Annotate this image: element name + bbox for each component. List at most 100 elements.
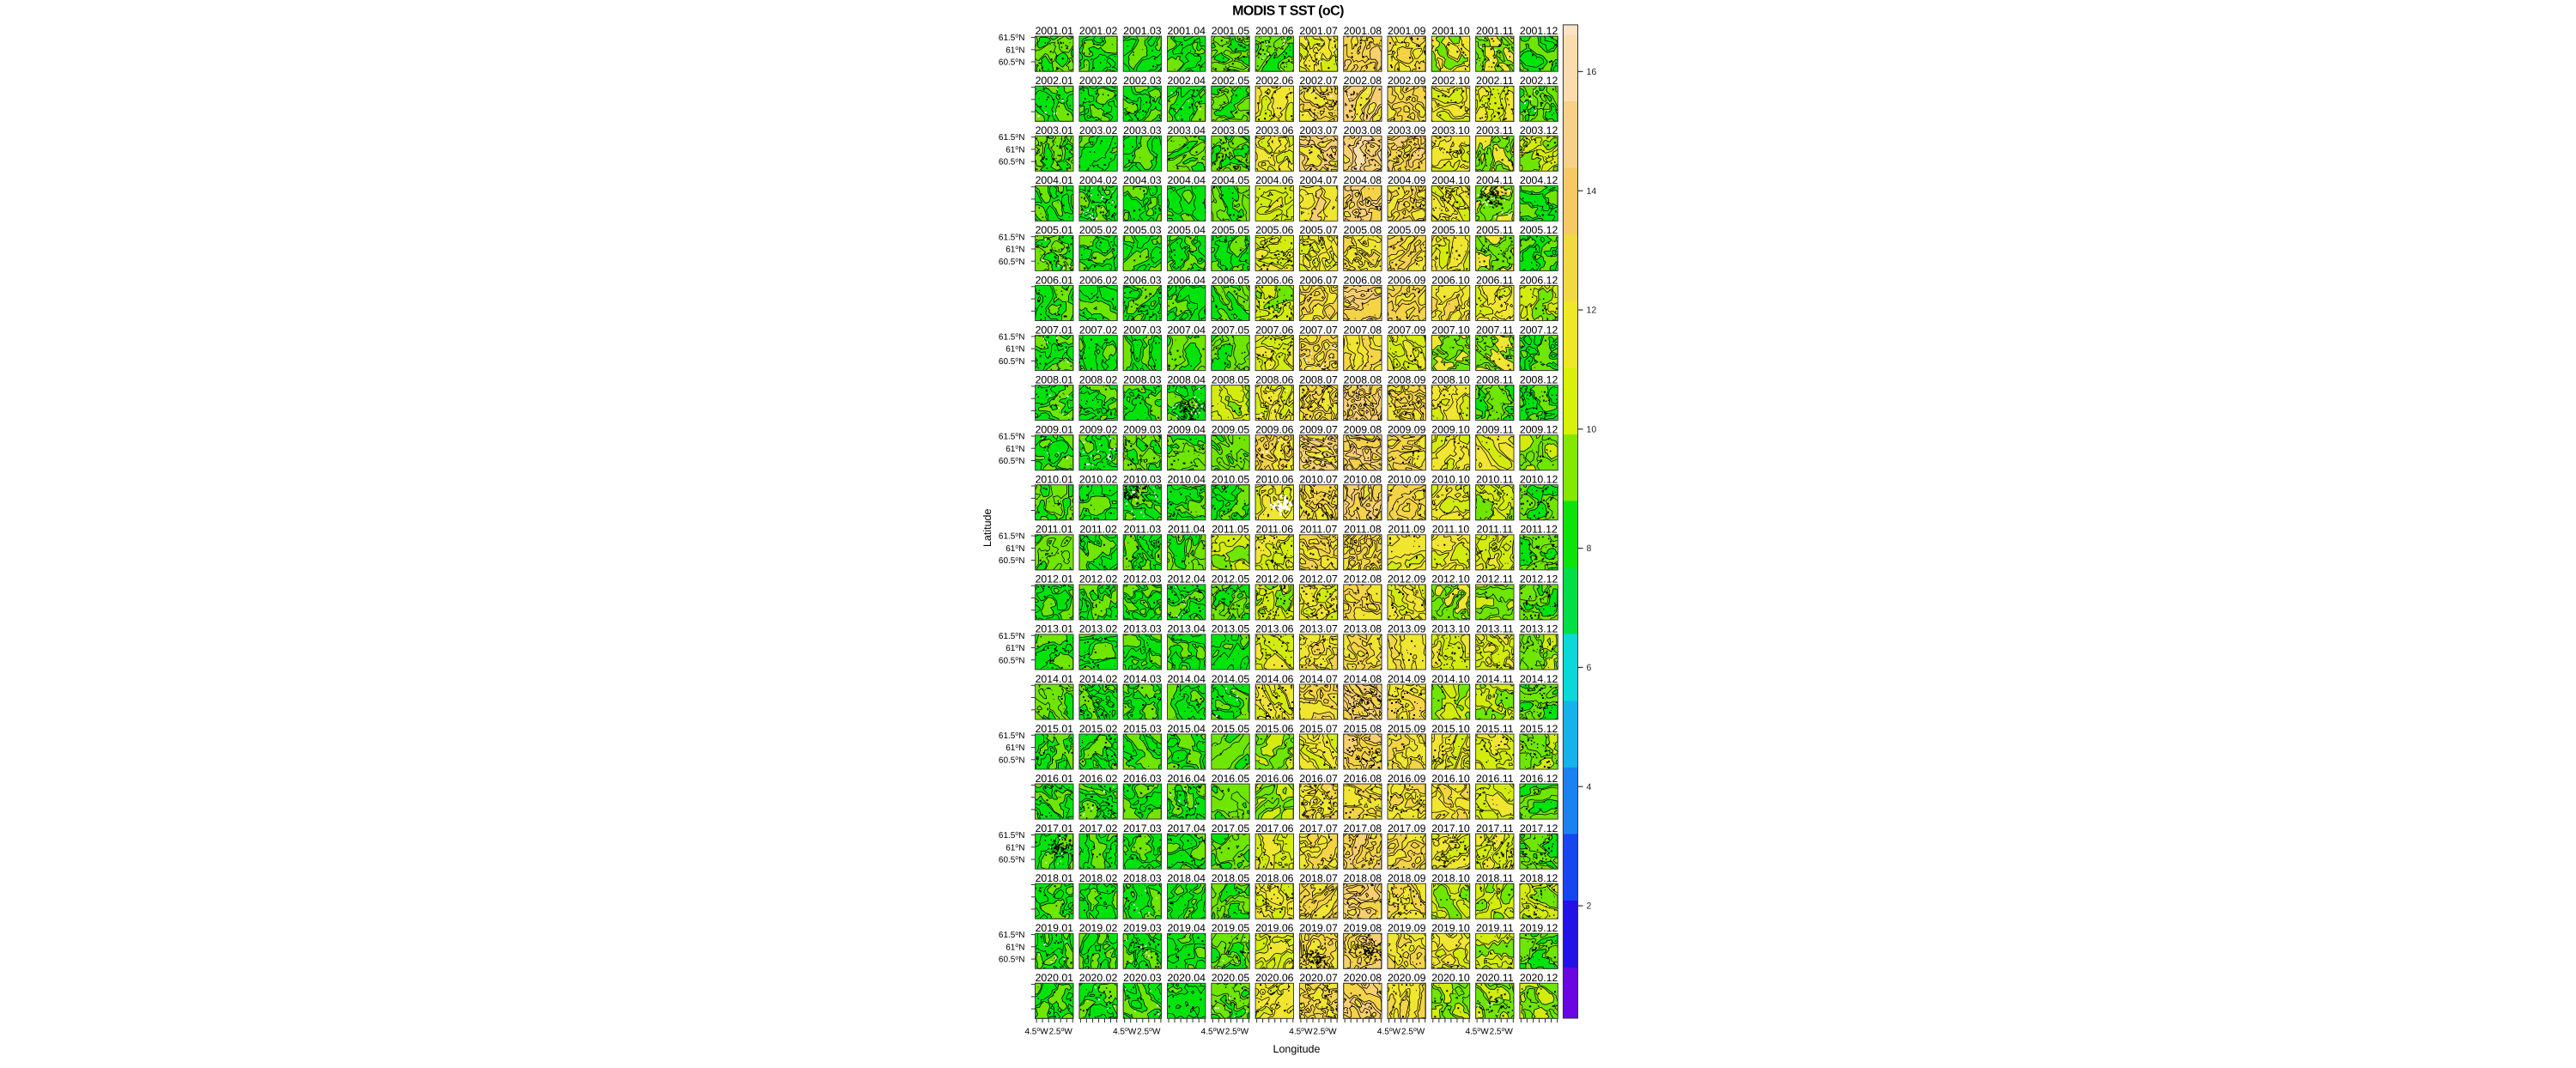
svg-text:2016.09: 2016.09 <box>1388 773 1426 785</box>
svg-text:2018.04: 2018.04 <box>1167 872 1206 884</box>
svg-text:2008.10: 2008.10 <box>1431 373 1470 385</box>
svg-text:2007.02: 2007.02 <box>1079 324 1118 336</box>
svg-text:2015.02: 2015.02 <box>1079 723 1118 735</box>
svg-text:2014.06: 2014.06 <box>1255 673 1294 685</box>
svg-text:2006.09: 2006.09 <box>1388 274 1426 286</box>
svg-text:2001.12: 2001.12 <box>1520 25 1558 37</box>
svg-text:2010.01: 2010.01 <box>1036 474 1074 486</box>
svg-text:2003.03: 2003.03 <box>1123 124 1162 137</box>
svg-text:2017.03: 2017.03 <box>1123 822 1162 834</box>
svg-text:2001.10: 2001.10 <box>1431 25 1470 37</box>
svg-text:2004.05: 2004.05 <box>1212 174 1250 186</box>
svg-text:2003.11: 2003.11 <box>1476 124 1514 137</box>
svg-text:2013.01: 2013.01 <box>1036 623 1074 635</box>
svg-text:2017.05: 2017.05 <box>1212 822 1250 834</box>
svg-text:2002.02: 2002.02 <box>1079 75 1118 87</box>
svg-text:61oN: 61oN <box>1005 444 1024 453</box>
svg-text:2002.12: 2002.12 <box>1520 75 1558 87</box>
svg-text:2009.07: 2009.07 <box>1299 424 1338 436</box>
svg-text:2.5oW: 2.5oW <box>1313 1027 1337 1036</box>
svg-text:2015.03: 2015.03 <box>1123 723 1162 735</box>
svg-text:2007.05: 2007.05 <box>1212 324 1250 336</box>
svg-text:2007.01: 2007.01 <box>1036 324 1074 336</box>
svg-text:2008.04: 2008.04 <box>1167 373 1206 385</box>
svg-text:2012.11: 2012.11 <box>1476 573 1514 586</box>
svg-text:4.5oW: 4.5oW <box>1377 1027 1401 1036</box>
svg-text:Latitude: Latitude <box>981 509 993 548</box>
svg-text:2018.06: 2018.06 <box>1255 872 1294 884</box>
svg-text:2009.08: 2009.08 <box>1344 424 1382 436</box>
svg-text:2011.09: 2011.09 <box>1388 524 1425 536</box>
svg-text:2002.01: 2002.01 <box>1036 75 1074 87</box>
svg-text:2004.08: 2004.08 <box>1344 174 1382 186</box>
svg-text:61.5oN: 61.5oN <box>999 631 1025 640</box>
svg-text:2002.11: 2002.11 <box>1476 75 1514 87</box>
svg-text:61oN: 61oN <box>1005 145 1024 155</box>
svg-text:2004.11: 2004.11 <box>1476 174 1514 186</box>
svg-text:2001.06: 2001.06 <box>1255 25 1294 37</box>
svg-text:2019.05: 2019.05 <box>1212 922 1250 934</box>
svg-text:2012.10: 2012.10 <box>1431 573 1470 586</box>
svg-text:2006.08: 2006.08 <box>1344 274 1382 286</box>
svg-text:2019.02: 2019.02 <box>1079 922 1118 934</box>
svg-text:2019.10: 2019.10 <box>1431 922 1470 934</box>
svg-text:61oN: 61oN <box>1005 245 1024 254</box>
svg-text:2002.08: 2002.08 <box>1344 75 1382 87</box>
svg-text:2014.02: 2014.02 <box>1079 673 1118 685</box>
svg-text:2016.03: 2016.03 <box>1123 773 1162 785</box>
svg-text:2008.08: 2008.08 <box>1344 373 1382 385</box>
svg-text:2020.02: 2020.02 <box>1079 972 1118 984</box>
svg-text:2020.06: 2020.06 <box>1255 972 1294 984</box>
svg-text:2011.10: 2011.10 <box>1432 524 1470 536</box>
svg-text:2003.12: 2003.12 <box>1520 124 1558 137</box>
svg-text:2003.10: 2003.10 <box>1431 124 1470 137</box>
svg-text:2009.10: 2009.10 <box>1431 424 1470 436</box>
svg-text:2018.07: 2018.07 <box>1299 872 1338 884</box>
svg-text:2007.10: 2007.10 <box>1431 324 1470 336</box>
svg-text:2001.01: 2001.01 <box>1036 25 1074 37</box>
svg-text:60.5oN: 60.5oN <box>999 955 1025 964</box>
svg-text:2002.03: 2002.03 <box>1123 75 1162 87</box>
svg-text:60.5oN: 60.5oN <box>999 357 1025 367</box>
svg-text:2018.09: 2018.09 <box>1388 872 1426 884</box>
svg-text:2008.06: 2008.06 <box>1255 373 1294 385</box>
svg-text:2013.10: 2013.10 <box>1431 623 1470 635</box>
svg-text:2006.03: 2006.03 <box>1123 274 1162 286</box>
svg-text:2020.09: 2020.09 <box>1388 972 1426 984</box>
svg-text:2014.05: 2014.05 <box>1212 673 1250 685</box>
svg-text:2003.08: 2003.08 <box>1344 124 1382 137</box>
svg-text:2015.04: 2015.04 <box>1167 723 1206 735</box>
svg-text:2020.04: 2020.04 <box>1167 972 1206 984</box>
svg-text:2010.02: 2010.02 <box>1079 474 1118 486</box>
svg-text:2005.03: 2005.03 <box>1123 224 1162 236</box>
svg-text:2010.08: 2010.08 <box>1344 474 1382 486</box>
svg-text:2015.01: 2015.01 <box>1036 723 1074 735</box>
svg-text:2009.11: 2009.11 <box>1476 424 1514 436</box>
svg-text:2020.01: 2020.01 <box>1036 972 1074 984</box>
svg-text:2007.04: 2007.04 <box>1167 324 1206 336</box>
svg-text:60.5oN: 60.5oN <box>999 257 1025 266</box>
svg-text:2009.06: 2009.06 <box>1255 424 1294 436</box>
svg-text:2014.12: 2014.12 <box>1520 673 1558 685</box>
svg-text:2018.05: 2018.05 <box>1212 872 1250 884</box>
svg-text:2017.07: 2017.07 <box>1299 822 1338 834</box>
svg-text:2006.06: 2006.06 <box>1255 274 1294 286</box>
svg-text:2001.11: 2001.11 <box>1476 25 1514 37</box>
svg-text:2002.10: 2002.10 <box>1431 75 1470 87</box>
svg-text:2014.07: 2014.07 <box>1299 673 1338 685</box>
svg-text:2012.03: 2012.03 <box>1123 573 1162 586</box>
svg-text:2004.09: 2004.09 <box>1388 174 1426 186</box>
svg-text:2012.01: 2012.01 <box>1036 573 1074 586</box>
svg-text:10: 10 <box>1587 424 1597 434</box>
svg-text:61oN: 61oN <box>1005 46 1024 55</box>
svg-text:2014.10: 2014.10 <box>1431 673 1470 685</box>
svg-text:2011.03: 2011.03 <box>1124 524 1162 536</box>
svg-text:2013.08: 2013.08 <box>1344 623 1382 635</box>
svg-text:2020.03: 2020.03 <box>1123 972 1162 984</box>
svg-text:2.5oW: 2.5oW <box>1049 1027 1073 1036</box>
svg-text:2001.05: 2001.05 <box>1212 25 1250 37</box>
svg-text:2007.09: 2007.09 <box>1388 324 1426 336</box>
svg-text:4.5oW: 4.5oW <box>1465 1027 1489 1036</box>
svg-text:2013.04: 2013.04 <box>1167 623 1206 635</box>
svg-text:2011.02: 2011.02 <box>1079 524 1117 536</box>
